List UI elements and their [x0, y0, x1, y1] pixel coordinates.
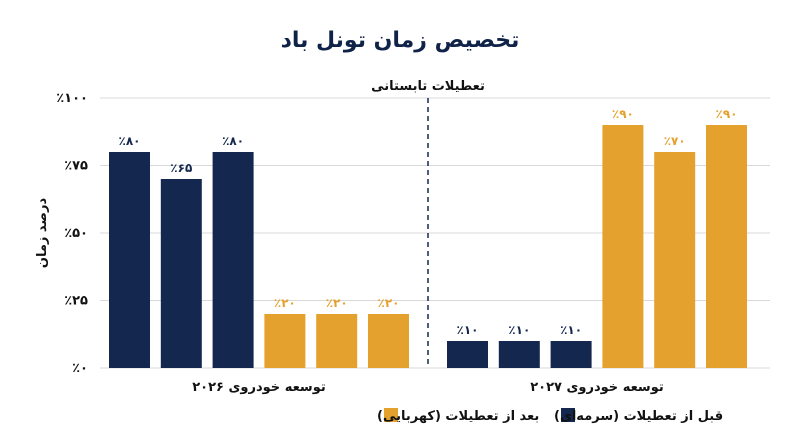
legend-label-before: قبل از تعطیلات (سرمه‌ای): [554, 409, 723, 424]
data-label: ٪۲۰: [378, 296, 400, 310]
bar-after: [654, 152, 696, 368]
data-label: ٪۱۰: [560, 323, 582, 337]
legend-swatch-after: [384, 408, 398, 422]
data-label: ٪۸۰: [119, 134, 141, 148]
data-label: ٪۸۰: [222, 134, 244, 148]
bar-after: [264, 314, 306, 368]
legend-label-after: بعد از تعطیلات (کهربایی): [377, 409, 539, 424]
y-axis-label: درصد زمان: [35, 198, 50, 269]
bar-before: [212, 152, 254, 368]
bar-before: [550, 341, 592, 368]
y-tick-label: ٪۲۵: [64, 294, 88, 309]
chart-title: تخصیص زمان تونل باد: [281, 28, 520, 53]
legend: قبل از تعطیلات (سرمه‌ای) بعد از تعطیلات (…: [377, 408, 723, 424]
data-label: ٪۱۰: [457, 323, 479, 337]
data-label: ٪۷۰: [664, 134, 686, 148]
bar-before: [160, 179, 202, 368]
y-tick-label: ٪۰: [72, 361, 88, 376]
bar-after: [368, 314, 409, 368]
y-tick-label: ٪۵۰: [64, 226, 88, 241]
bars: [109, 125, 747, 368]
bar-after: [316, 314, 358, 368]
data-label: ٪۱۰: [508, 323, 530, 337]
bar-after: [706, 125, 747, 368]
y-tick-label: ٪۱۰۰: [56, 91, 88, 106]
data-labels: ٪۸۰ ٪۶۵ ٪۸۰ ٪۲۰ ٪۲۰ ٪۲۰ ٪۱۰ ٪۱۰ ٪۱۰ ٪۹۰ ٪۷۰ ٪۹۰: [119, 107, 738, 337]
y-axis-ticks: ٪۰ ٪۲۵ ٪۵۰ ٪۷۵ ٪۱۰۰: [56, 91, 88, 376]
data-label: ٪۹۰: [716, 107, 738, 121]
legend-swatch-before: [561, 408, 575, 422]
x-axis-categories: توسعه خودروی ۲۰۲۶ توسعه خودروی ۲۰۲۷: [192, 380, 664, 395]
data-label: ٪۲۰: [326, 296, 348, 310]
bar-after: [602, 125, 644, 368]
data-label: ٪۲۰: [274, 296, 296, 310]
data-label: ٪۹۰: [612, 107, 634, 121]
bar-before: [498, 341, 540, 368]
data-label: ٪۶۵: [170, 161, 192, 175]
summer-break-annotation: تعطیلات تابستانی: [371, 79, 485, 94]
bar-before: [109, 152, 150, 368]
category-label: توسعه خودروی ۲۰۲۶: [192, 380, 326, 395]
bar-before: [447, 341, 488, 368]
category-label: توسعه خودروی ۲۰۲۷: [530, 380, 664, 395]
y-tick-label: ٪۷۵: [64, 159, 88, 174]
